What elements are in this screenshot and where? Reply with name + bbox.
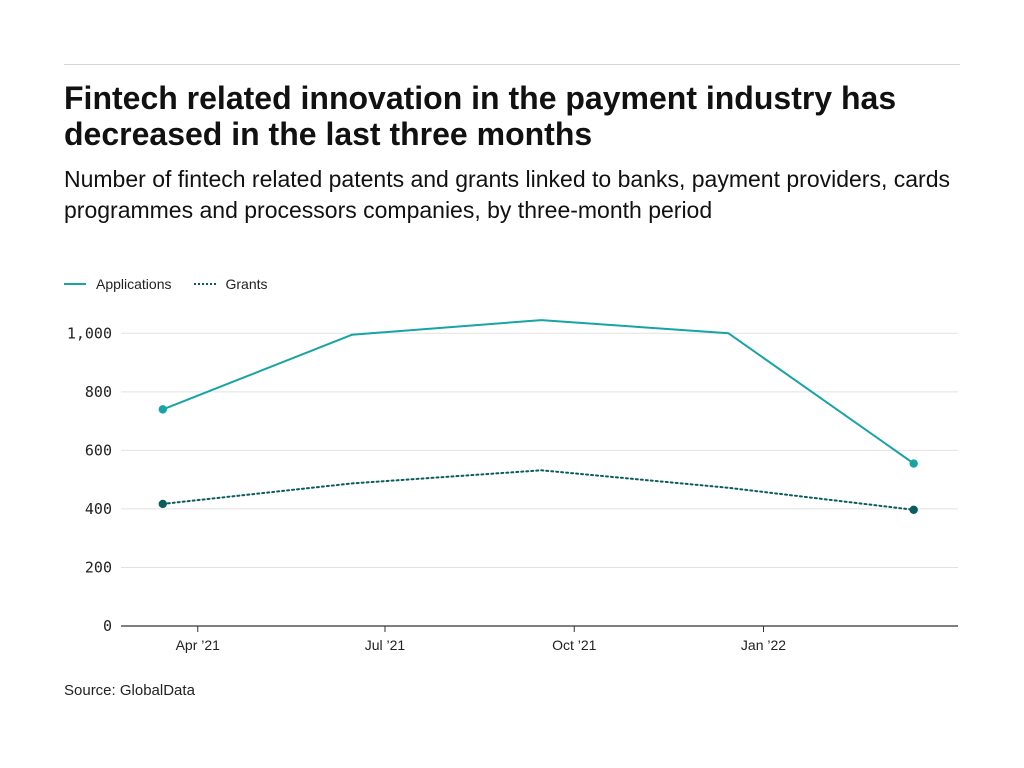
- y-tick-label: 800: [85, 383, 112, 401]
- data-point-grants: [158, 499, 168, 509]
- chart-subtitle: Number of fintech related patents and gr…: [64, 166, 950, 223]
- legend-swatch-applications: [64, 283, 86, 285]
- x-tick-label: Jan ’22: [741, 637, 786, 653]
- x-tick-label: Oct ’21: [552, 637, 597, 653]
- series-line-grants: [161, 469, 915, 511]
- legend-item-applications: Applications: [64, 276, 172, 292]
- series-line-applications: [162, 319, 915, 465]
- data-point-applications: [158, 405, 168, 414]
- legend-swatch-grants: [193, 283, 216, 285]
- y-tick-label: 1,000: [67, 324, 112, 342]
- y-tick-label: 600: [85, 441, 112, 459]
- legend: Applications Grants: [64, 276, 268, 292]
- data-point-grants: [909, 505, 918, 514]
- x-tick-label: Jul ’21: [365, 637, 406, 653]
- legend-item-grants: Grants: [193, 276, 268, 292]
- legend-label-grants: Grants: [225, 276, 268, 292]
- chart-title: Fintech related innovation in the paymen…: [64, 80, 897, 152]
- source-note: Source: GlobalData: [64, 682, 195, 699]
- x-tick-label: Apr ’21: [176, 637, 221, 653]
- y-tick-label: 200: [85, 558, 112, 576]
- line-chart: 0 200 400 600 800 1,000 Apr ’21 Jul ’21 Oct ’21 J…: [67, 319, 958, 653]
- data-point-applications: [909, 459, 918, 468]
- y-tick-label: 0: [103, 617, 112, 635]
- legend-label-applications: Applications: [96, 276, 172, 292]
- y-tick-label: 400: [85, 500, 112, 518]
- top-rule: [64, 64, 960, 65]
